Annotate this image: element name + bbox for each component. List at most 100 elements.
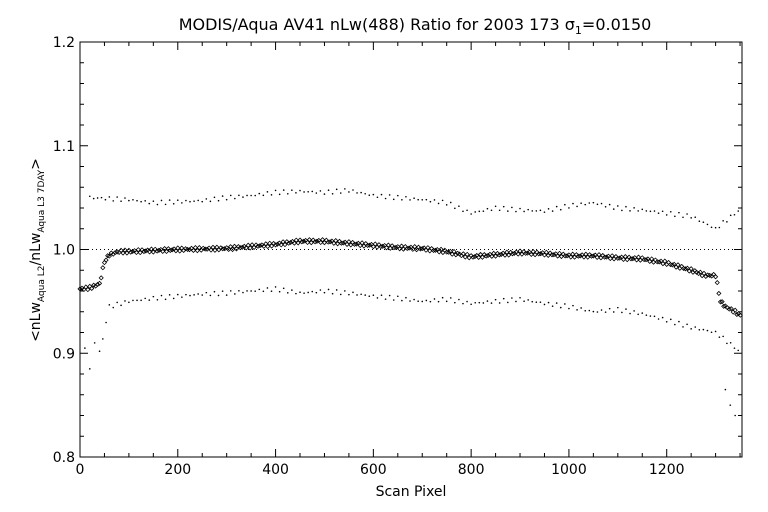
data-point bbox=[494, 298, 497, 301]
data-point bbox=[564, 253, 570, 259]
data-point bbox=[396, 295, 399, 298]
data-point bbox=[441, 296, 444, 299]
data-point bbox=[401, 199, 403, 201]
data-point bbox=[445, 249, 452, 255]
data-point bbox=[612, 208, 615, 210]
data-point bbox=[108, 196, 111, 198]
data-point bbox=[380, 294, 383, 297]
data-point bbox=[724, 388, 727, 391]
data-point bbox=[657, 212, 660, 214]
data-point bbox=[229, 194, 232, 197]
data-point bbox=[719, 299, 725, 305]
data-point bbox=[303, 191, 305, 193]
data-point bbox=[536, 251, 542, 257]
data-point bbox=[315, 192, 318, 194]
data-point bbox=[143, 248, 149, 254]
data-point bbox=[682, 266, 689, 272]
data-point bbox=[519, 207, 521, 210]
data-point bbox=[726, 306, 732, 312]
data-point bbox=[84, 347, 86, 349]
data-point bbox=[356, 192, 358, 194]
data-point bbox=[189, 200, 191, 203]
data-point bbox=[299, 239, 305, 245]
data-point bbox=[202, 246, 208, 252]
data-point bbox=[95, 281, 101, 288]
data-point bbox=[197, 199, 199, 202]
data-point bbox=[482, 210, 485, 212]
data-point bbox=[429, 300, 432, 303]
data-point bbox=[543, 303, 546, 306]
data-point bbox=[103, 257, 109, 263]
data-point bbox=[319, 190, 322, 192]
data-point bbox=[278, 193, 281, 196]
data-point bbox=[262, 194, 265, 197]
data-point bbox=[429, 200, 432, 203]
data-point bbox=[645, 210, 648, 212]
data-point bbox=[242, 291, 244, 294]
data-point bbox=[128, 301, 130, 304]
data-point bbox=[596, 203, 599, 206]
data-point bbox=[266, 287, 269, 289]
data-point bbox=[425, 198, 428, 201]
data-point bbox=[338, 240, 344, 246]
y-tick-label: 0.9 bbox=[53, 346, 75, 362]
data-point bbox=[278, 290, 281, 293]
data-point bbox=[588, 202, 591, 204]
data-point bbox=[93, 342, 96, 344]
data-point bbox=[100, 265, 106, 271]
data-point bbox=[507, 210, 509, 212]
data-point bbox=[737, 210, 740, 212]
data-point bbox=[254, 194, 256, 197]
data-point bbox=[729, 404, 732, 406]
data-point bbox=[449, 297, 452, 299]
data-point bbox=[722, 219, 724, 222]
data-point bbox=[204, 246, 210, 252]
data-point bbox=[356, 294, 358, 296]
data-point bbox=[185, 199, 187, 202]
data-point bbox=[695, 270, 702, 277]
data-point bbox=[156, 203, 159, 206]
data-point bbox=[441, 199, 444, 202]
data-point bbox=[694, 216, 697, 219]
data-point bbox=[633, 310, 635, 312]
data-point bbox=[270, 194, 273, 196]
data-point bbox=[246, 194, 248, 197]
data-point bbox=[562, 253, 568, 259]
data-point bbox=[621, 209, 623, 212]
data-point bbox=[729, 214, 732, 217]
data-point bbox=[181, 296, 183, 298]
data-point bbox=[331, 292, 334, 295]
data-point bbox=[674, 323, 676, 326]
data-point bbox=[707, 272, 713, 278]
data-point bbox=[229, 290, 232, 292]
data-point bbox=[502, 205, 505, 208]
data-point bbox=[498, 302, 501, 304]
data-point bbox=[88, 195, 91, 198]
data-point bbox=[315, 291, 318, 294]
data-point bbox=[209, 294, 212, 297]
data-point bbox=[98, 275, 104, 281]
data-point bbox=[451, 249, 457, 255]
data-point bbox=[246, 290, 248, 292]
data-point bbox=[372, 193, 375, 196]
data-point bbox=[603, 254, 610, 260]
data-point bbox=[413, 298, 415, 301]
data-point bbox=[458, 205, 460, 207]
data-point bbox=[555, 302, 558, 304]
data-point bbox=[378, 243, 384, 250]
data-point bbox=[391, 245, 397, 251]
data-point bbox=[295, 240, 301, 246]
data-point bbox=[105, 321, 107, 324]
data-point bbox=[538, 251, 544, 257]
data-point bbox=[571, 254, 578, 260]
data-point bbox=[559, 306, 562, 309]
data-point bbox=[303, 292, 305, 294]
data-point bbox=[437, 300, 440, 303]
data-point bbox=[314, 238, 320, 244]
data-point bbox=[590, 253, 596, 259]
x-axis-label: Scan Pixel bbox=[376, 484, 447, 500]
data-point bbox=[312, 239, 318, 245]
data-point bbox=[701, 270, 707, 276]
data-point bbox=[148, 299, 151, 301]
data-point bbox=[600, 202, 603, 205]
